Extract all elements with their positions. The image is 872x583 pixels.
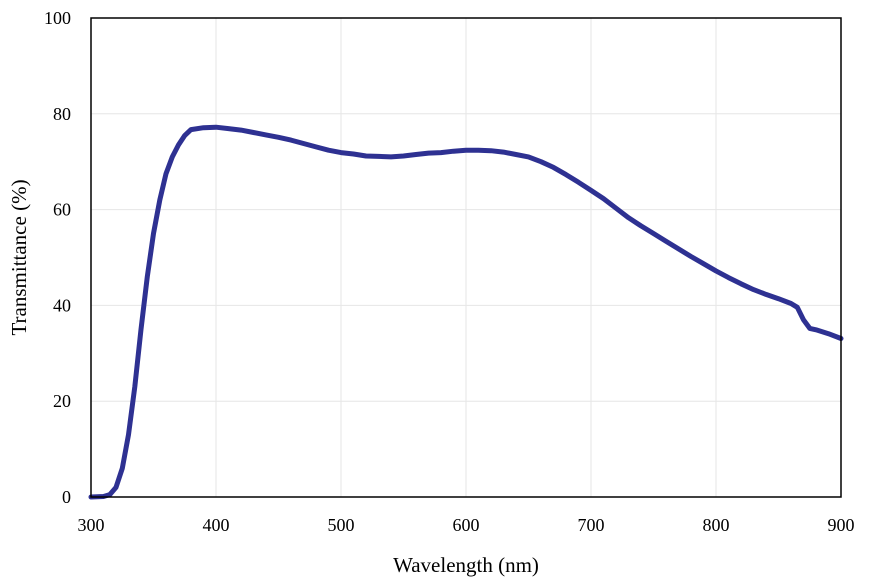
y-tick-label: 0: [62, 487, 71, 507]
series-line: [88, 124, 844, 500]
y-tick-label: 60: [53, 200, 71, 220]
series-layer: [88, 124, 844, 500]
y-tick-label: 40: [53, 295, 71, 315]
x-tick-label: 700: [578, 515, 605, 535]
x-tick-label: 300: [78, 515, 105, 535]
x-tick-label: 800: [703, 515, 730, 535]
x-tick-label: 900: [828, 515, 855, 535]
x-tick-label: 600: [453, 515, 480, 535]
y-tick-label: 100: [44, 8, 71, 28]
y-tick-label: 80: [53, 104, 71, 124]
x-tick-label: 500: [328, 515, 355, 535]
x-axis-ticks: 300 400 500 600 700 800 900: [78, 515, 855, 535]
y-axis-label: Transmittance (%): [7, 179, 31, 335]
y-tick-label: 20: [53, 391, 71, 411]
x-tick-label: 400: [203, 515, 230, 535]
y-axis-ticks: 0 20 40 60 80 100: [44, 8, 71, 507]
plot-area-frame: [90, 17, 842, 498]
grid: [91, 18, 841, 497]
x-axis-label: Wavelength (nm): [393, 553, 539, 577]
